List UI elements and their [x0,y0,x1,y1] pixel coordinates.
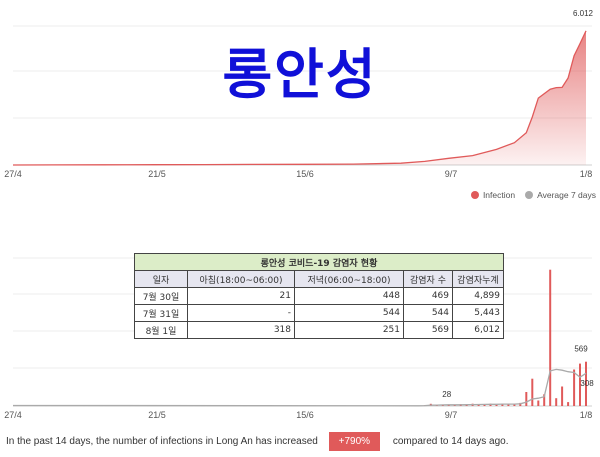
growth-badge: +790% [328,432,381,451]
cell-evening: 448 [294,287,404,305]
data-label: 6.012 [573,9,594,18]
cumulative-area-fill [13,30,586,166]
legend-infection-label: Infection [482,190,516,200]
growth-summary: In the past 14 days, the number of infec… [6,432,509,451]
cell-date: 7월 31일 [134,304,188,322]
data-label: 308 [580,379,594,388]
cell-evening: 544 [294,304,404,322]
data-labels: 6.012 28 569 308 [442,9,594,399]
x-tick-label: 15/6 [296,410,314,420]
cell-morning: - [187,304,295,322]
x-tick-label: 1/8 [580,410,593,420]
data-label: 569 [574,345,588,354]
overlay-title: 롱안성 [222,43,378,106]
average-line [12,368,587,407]
x-tick-label: 15/6 [296,169,314,179]
cell-date: 8월 1일 [134,321,188,339]
legend-infection-dot-icon [470,191,479,199]
legend-average-label: Average 7 days [537,190,596,200]
x-tick-label: 1/8 [580,169,593,179]
cumulative-line [12,30,587,166]
cell-morning: 318 [187,321,295,339]
cell-cumulative: 6,012 [452,321,504,339]
chart-legend: Infection Average 7 days [470,190,596,200]
cell-cumulative: 5,443 [452,304,504,322]
table-row: 7월 31일 - 544 544 5,443 [134,304,504,322]
daily-bar [507,404,510,406]
daily-bar [531,378,534,406]
daily-bar [453,405,456,406]
header-morning: 아침(18:00~06:00) [187,270,295,288]
header-cumulative: 감염자누계 [452,270,504,288]
daily-bar [561,386,564,406]
daily-bar [513,403,516,406]
x-tick-label: 9/7 [445,410,458,420]
x-tick-label: 21/5 [148,169,166,179]
x-tick-label: 27/4 [4,169,22,179]
bottom-chart-x-axis: 27/4 21/5 15/6 9/7 1/8 [4,410,592,420]
daily-bar [537,400,540,406]
header-date: 일자 [134,270,188,288]
cell-cases: 544 [403,304,453,322]
cumulative-area [12,30,587,166]
data-label: 28 [442,390,451,399]
cases-table: 롱안성 코비드-19 감염자 현황 일자 아침(18:00~06:00) 저녁(… [134,253,504,339]
cell-evening: 251 [294,321,404,339]
daily-bar [573,369,576,406]
legend-average-dot-icon [525,191,534,199]
daily-bar [579,363,581,406]
header-cases: 감염자 수 [403,270,453,288]
summary-suffix: compared to 14 days ago. [392,436,509,447]
cell-date: 7월 30일 [134,287,188,305]
average-line-path [12,368,587,407]
daily-bar [525,392,528,406]
x-tick-label: 27/4 [4,410,22,420]
cell-cases: 569 [403,321,453,339]
x-tick-label: 21/5 [148,410,166,420]
daily-bar [495,404,498,406]
summary-prefix: In the past 14 days, the number of infec… [6,436,318,447]
cell-cumulative: 4,899 [452,287,504,305]
legend-infection[interactable]: Infection [470,190,516,200]
top-chart-x-axis: 27/4 21/5 15/6 9/7 1/8 [4,169,592,179]
table-title: 롱안성 코비드-19 감염자 현황 [134,253,504,271]
daily-bar [585,361,587,406]
daily-bar [549,269,552,406]
table-row: 7월 30일 21 448 469 4,899 [134,287,504,305]
legend-average[interactable]: Average 7 days [525,190,596,200]
cell-morning: 21 [187,287,295,305]
daily-bar [501,404,504,406]
x-tick-label: 9/7 [445,169,458,179]
cell-cases: 469 [403,287,453,305]
header-evening: 저녁(06:00~18:00) [294,270,404,288]
daily-bar [555,398,558,406]
daily-bar [543,394,546,406]
daily-bar [567,402,570,406]
table-row: 8월 1일 318 251 569 6,012 [134,321,504,339]
